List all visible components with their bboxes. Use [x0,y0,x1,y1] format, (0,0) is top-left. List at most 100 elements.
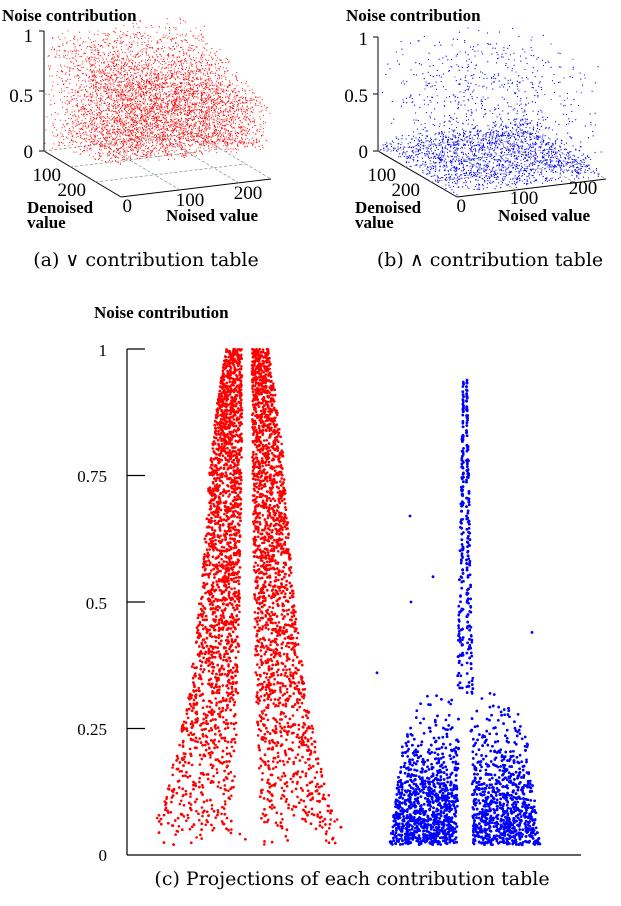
panel-a-point [104,33,105,34]
panel-a-point [180,72,181,73]
panel-a-point [133,40,134,41]
panel-a-point [117,101,118,102]
panel-a-point [108,55,109,56]
panel-a-point [185,154,186,155]
panel-a-point [222,102,223,103]
panel-a-point [74,39,75,40]
panel-a-point [204,55,205,56]
panel-a-point [91,94,92,95]
panel-a-point [121,142,122,143]
panel-a-point [67,67,68,68]
panel-a-point [95,129,96,130]
panel-a-point [189,95,190,96]
panel-a-point [73,95,74,96]
panel-a-point [136,138,137,139]
panel-a-point [99,104,100,105]
panel-a-point [122,52,123,53]
panel-a-point [149,47,150,48]
panel-a-point [181,82,182,83]
panel-a-point [234,140,235,141]
panel-a-point [189,44,190,45]
panel-a-point [224,139,225,140]
panel-a-point [227,87,228,88]
panel-a-point [50,100,51,101]
panel-a-point [94,118,95,119]
panel-a-point [131,126,132,127]
panel-a-point [154,74,155,75]
panel-a-point [103,134,104,135]
panel-a-point [141,65,142,66]
panel-a-point [68,134,69,135]
panel-a-point [175,89,176,90]
panel-a-point [124,94,125,95]
panel-a-point [185,152,186,153]
panel-a-point [81,102,82,103]
panel-a-point [136,133,137,134]
panel-a-point [208,60,209,61]
panel-a-point [185,118,186,119]
panel-a-point [189,77,190,78]
panel-a-point [130,47,131,48]
panel-a-point [201,65,202,66]
panel-a-point [115,138,116,139]
panel-a-point [109,123,110,124]
panel-a-point [157,88,158,89]
panel-a-point [247,110,248,111]
panel-a-point [81,138,82,139]
panel-a-point [159,61,160,62]
panel-a-point [160,126,161,127]
panel-a-point [199,116,200,117]
panel-a-point [154,120,155,121]
panel-a-point [248,108,249,109]
panel-a-point [187,74,188,75]
panel-a-point [191,145,192,146]
panel-a-point [156,139,157,140]
panel-a-point [148,159,149,160]
panel-a-point [235,131,236,132]
panel-a-point [167,76,168,77]
panel-a-point [223,135,224,136]
panel-a-point [132,127,133,128]
panel-a-point [147,46,148,47]
panel-a-point [168,67,169,68]
panel-a-point [190,71,191,72]
panel-a-point [204,70,205,71]
panel-a-point [185,145,186,146]
panel-a-point [108,97,109,98]
panel-a-point [115,155,116,156]
panel-a-point [198,105,199,106]
panel-a-point [103,103,104,104]
panel-a-point [158,115,159,116]
panel-a-point [76,137,77,138]
panel-a-point [98,141,99,142]
panel-a-point [119,135,120,136]
panel-a-point [130,130,131,131]
panel-a-point [110,82,111,83]
panel-a-point [86,109,87,110]
panel-a-point [193,77,194,78]
panel-a-point [152,145,153,146]
panel-a-point [133,97,134,98]
panel-a-point [96,129,97,130]
panel-a-point [202,125,203,126]
panel-a-point [200,118,201,119]
panel-a-point [174,107,175,108]
panel-a-point [151,85,152,86]
panel-a-point [136,81,137,82]
panel-a-point [235,123,236,124]
panel-a-point [142,110,143,111]
panel-a-point [179,97,180,98]
panel-a-point [162,151,163,152]
panel-a-point [127,86,128,87]
panel-a-point [242,113,243,114]
panel-a-point [208,151,209,152]
panel-a-point [117,92,118,93]
panel-a-point [197,87,198,88]
panel-a-point [168,36,169,37]
panel-a-point [148,44,149,45]
panel-a-point [156,70,157,71]
panel-a-point [64,145,65,146]
panel-a-point [209,95,210,96]
panel-a-point [130,59,131,60]
